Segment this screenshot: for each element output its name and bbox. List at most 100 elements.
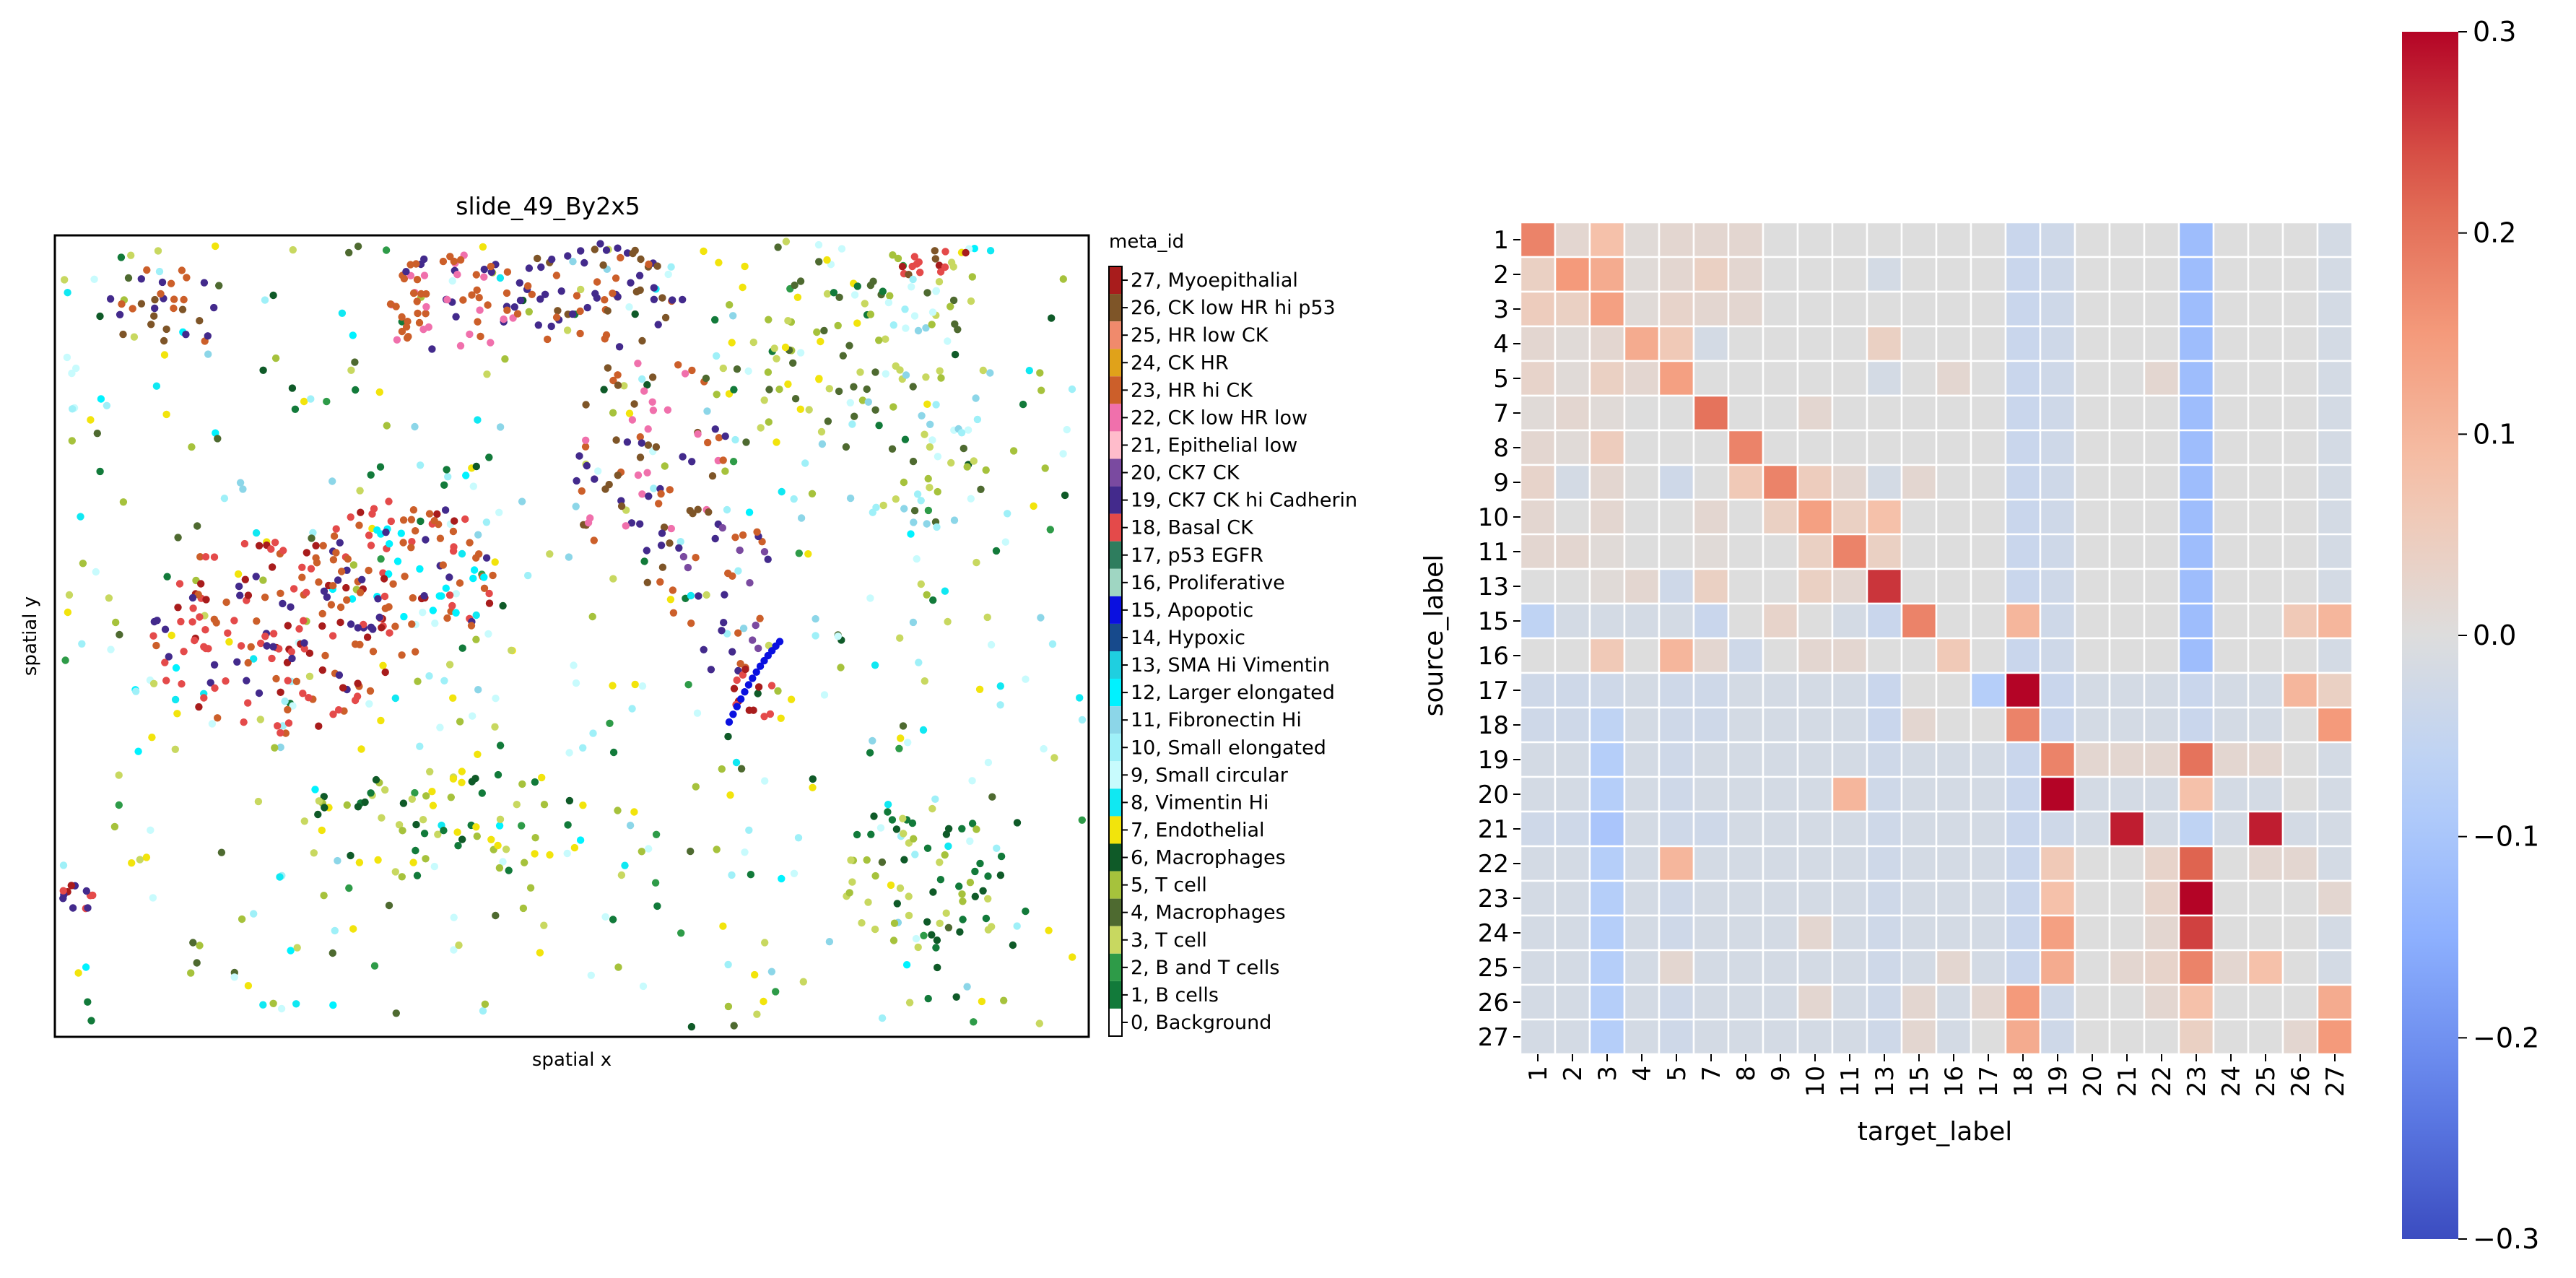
cell-point	[909, 383, 917, 391]
cell-point	[575, 452, 583, 460]
heatmap-cell	[2143, 429, 2180, 466]
cell-point	[908, 819, 917, 827]
heatmap-cell	[2004, 914, 2042, 952]
cell-point	[856, 368, 864, 376]
cell-point	[809, 783, 817, 792]
cell-point	[256, 716, 264, 723]
cell-point	[922, 324, 930, 332]
heatmap-cell	[2108, 221, 2146, 258]
heatmap-cell	[1831, 775, 1868, 813]
cell-point	[900, 478, 908, 487]
heatmap-cell	[1519, 429, 1557, 466]
cell-point	[284, 677, 292, 684]
cell-point	[343, 801, 351, 809]
cell-point	[453, 828, 461, 836]
heatmap-cell	[1796, 221, 1834, 258]
cell-point	[259, 576, 267, 584]
cell-point	[984, 758, 993, 767]
heatmap-cell	[1900, 256, 1938, 293]
cell-point	[766, 710, 775, 718]
heatmap-cell	[1519, 983, 1557, 1021]
cell-point	[440, 677, 448, 684]
cell-point	[620, 382, 628, 390]
heatmap-cell	[1727, 360, 1765, 397]
heatmap-cell	[2004, 533, 2042, 570]
cell-point	[752, 621, 760, 630]
cell-point	[461, 515, 469, 523]
heatmap-cell	[1762, 879, 1799, 917]
row-label: 4	[1493, 330, 1509, 359]
heatmap-cell	[2316, 1018, 2354, 1056]
row-label: 22	[1478, 850, 1509, 879]
cell-point	[846, 399, 855, 407]
cell-point	[1048, 640, 1057, 648]
cell-point	[349, 561, 358, 569]
cell-point	[351, 358, 359, 366]
cell-point	[408, 795, 416, 804]
heatmap-cell	[2212, 429, 2250, 466]
legend-swatch	[1109, 541, 1122, 569]
cell-point	[236, 591, 244, 599]
heatmap-cell	[2316, 671, 2354, 709]
cell-point	[944, 617, 952, 626]
heatmap-cell	[1623, 221, 1661, 258]
heatmap-cell	[2108, 810, 2146, 848]
heatmap-cell	[1970, 1018, 2007, 1056]
cell-point	[719, 364, 727, 373]
cell-point	[984, 895, 992, 903]
cell-point	[902, 324, 910, 332]
colorbar-tick-label: 0.1	[2473, 418, 2516, 450]
heatmap-cell	[1554, 256, 1591, 293]
heatmap-cell	[1692, 1018, 1730, 1056]
heatmap-cell	[1519, 568, 1557, 605]
cell-point	[583, 461, 591, 470]
cell-point	[817, 337, 824, 346]
cell-point	[636, 453, 645, 461]
cell-point	[937, 374, 945, 382]
cell-point	[487, 268, 495, 276]
heatmap-cell	[1588, 360, 1626, 397]
cell-point	[204, 332, 212, 340]
heatmap-cell	[2177, 498, 2215, 536]
heatmap-cell	[1727, 706, 1765, 744]
cell-point	[741, 262, 749, 271]
cell-point	[894, 254, 902, 263]
heatmap-cell	[1692, 845, 1730, 882]
cell-point	[474, 686, 482, 694]
heatmap-cell	[2247, 741, 2284, 778]
cell-point	[263, 642, 271, 650]
cell-point	[277, 589, 284, 597]
cell-point	[928, 321, 936, 329]
heatmap-cell	[2212, 637, 2250, 674]
cell-point	[765, 316, 773, 323]
heatmap-cell	[1900, 533, 1938, 570]
cell-point	[587, 971, 595, 980]
cell-point	[944, 923, 953, 932]
heatmap-cell	[2177, 637, 2215, 674]
cell-point	[59, 861, 68, 869]
cell-point	[612, 436, 620, 444]
cell-point	[82, 963, 90, 971]
cell-point	[489, 571, 497, 580]
heatmap-cell	[2039, 775, 2076, 813]
cell-point	[1068, 385, 1076, 394]
cell-point	[923, 289, 931, 297]
cell-point	[920, 931, 928, 940]
cell-point	[475, 550, 483, 558]
heatmap-cell	[2108, 914, 2146, 952]
cell-point	[444, 473, 452, 481]
cell-point	[813, 328, 821, 336]
heatmap-cell	[1935, 464, 1972, 501]
cell-point	[452, 590, 460, 598]
cell-point	[546, 550, 554, 558]
heatmap-cell	[1692, 983, 1730, 1021]
cell-point	[180, 648, 188, 656]
cell-point	[329, 1001, 337, 1009]
cell-point	[1009, 447, 1018, 455]
cell-point	[601, 296, 609, 304]
cell-point	[745, 508, 754, 516]
cell-point	[729, 312, 737, 320]
cell-point	[271, 354, 280, 362]
heatmap-cell	[2177, 845, 2215, 882]
heatmap-cell	[2177, 325, 2215, 362]
